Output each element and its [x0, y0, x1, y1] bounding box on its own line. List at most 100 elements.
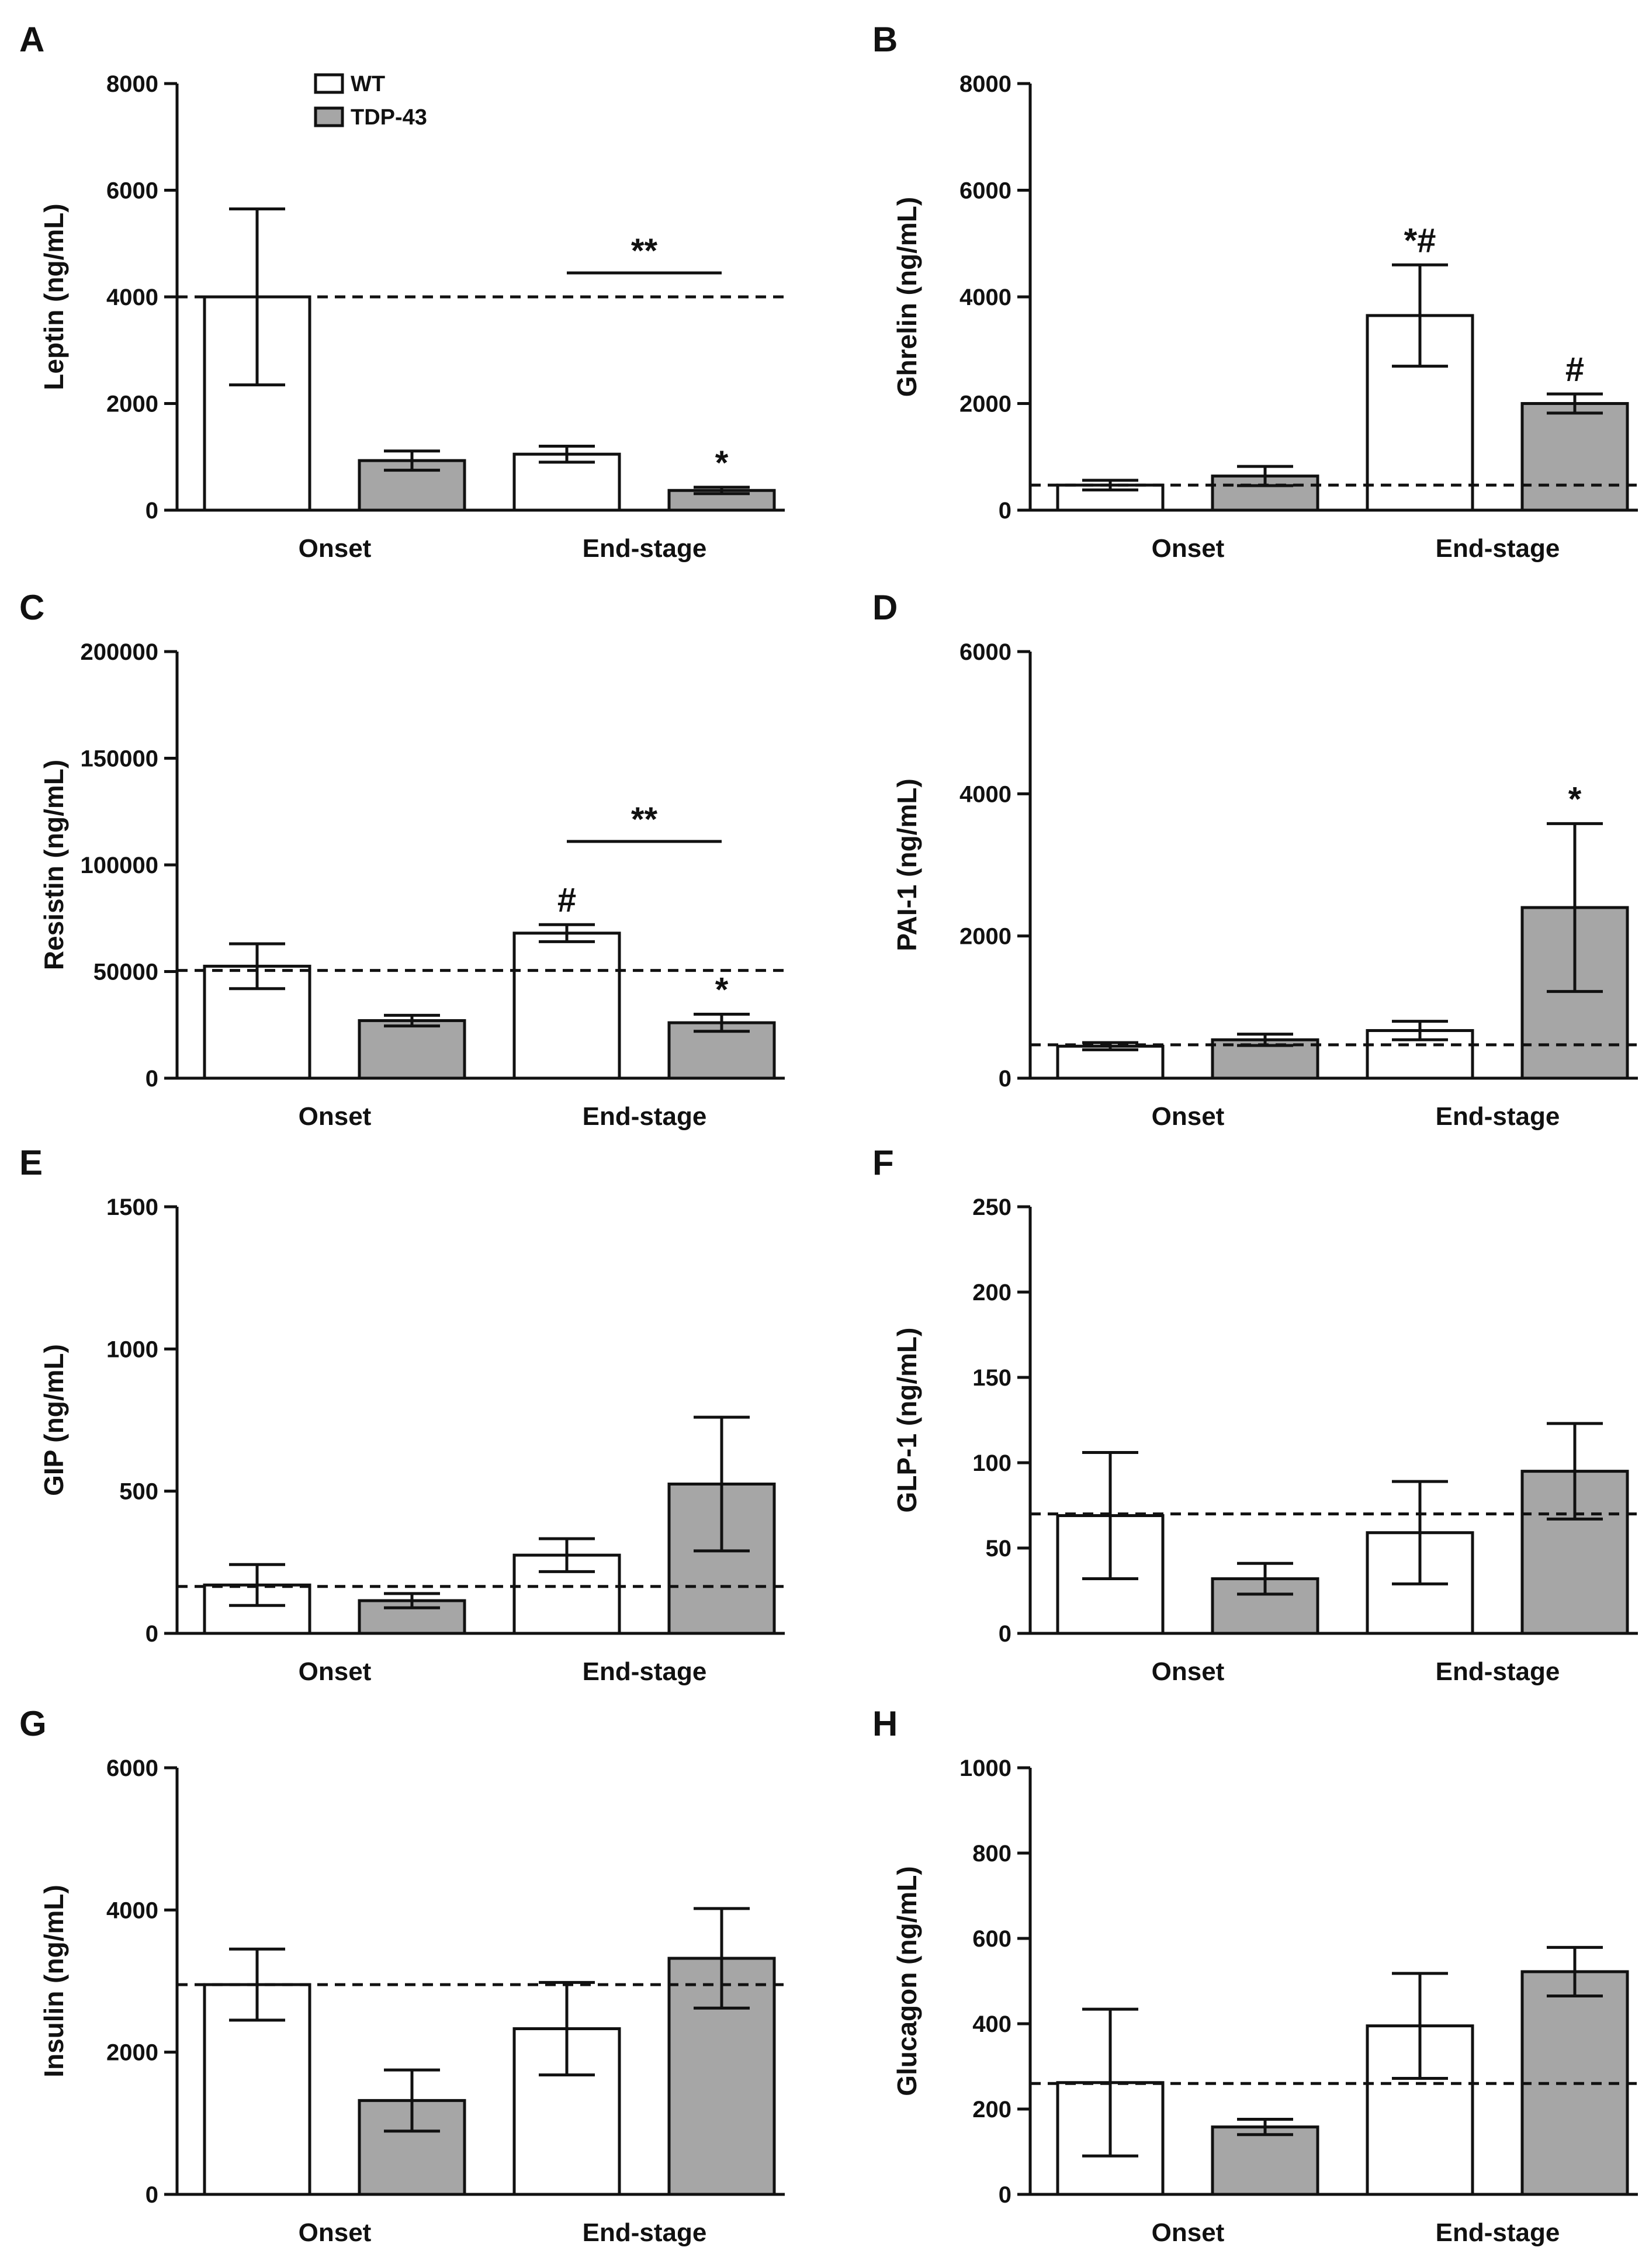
y-tick-label: 200: [972, 2097, 1011, 2122]
y-tick-label: 200000: [81, 639, 158, 665]
y-axis-title: Insulin (ng/mL): [39, 1885, 69, 2077]
y-tick-label: 6000: [106, 1755, 158, 1781]
comparison-bracket-label: **: [631, 232, 658, 270]
significance-mark: *#: [1404, 221, 1436, 259]
error-bar: [229, 942, 285, 991]
y-tick-label: 150: [972, 1365, 1011, 1391]
y-axis-title: Ghrelin (ng/mL): [892, 197, 922, 397]
bar-wt-end-stage: [512, 932, 621, 1080]
y-tick-label: 200: [972, 1280, 1011, 1306]
y-tick-label: 4000: [959, 781, 1011, 807]
y-axis-title: Glucagon (ng/mL): [892, 1866, 922, 2096]
category-label: End-stage: [1436, 1657, 1560, 1686]
category-label: End-stage: [583, 2218, 707, 2247]
y-tick-label: 600: [972, 1926, 1011, 1952]
significance-mark: *: [1568, 780, 1582, 818]
error-bar: [384, 2068, 440, 2133]
y-tick-label: 4000: [106, 285, 158, 310]
y-axis-title: GIP (ng/mL): [39, 1344, 69, 1496]
y-tick-label: 100000: [81, 853, 158, 878]
category-label: End-stage: [1436, 1102, 1560, 1131]
y-axis-title: Leptin (ng/mL): [39, 203, 69, 390]
error-bar: [694, 1415, 750, 1553]
legend-label: TDP-43: [351, 105, 427, 130]
y-axis-title: GLP-1 (ng/mL): [892, 1328, 922, 1513]
category-label: Onset: [299, 2218, 372, 2247]
chart-panel-h: H Glucagon (ng/mL) 0 200 400 600 800 1000 Onset E…: [872, 1704, 1638, 2247]
category-label: End-stage: [583, 1657, 707, 1686]
error-bar: [1547, 822, 1603, 993]
chart-panel-a: A Leptin (ng/mL) 0 2000 4000 6000 8000 Onset End…: [19, 20, 785, 563]
error-bar: [539, 1980, 595, 2077]
category-label: Onset: [299, 534, 372, 563]
chart-panel-g: G Insulin (ng/mL) 0 2000 4000 6000 Onset End-st…: [19, 1704, 785, 2247]
category-label: Onset: [299, 1657, 372, 1686]
chart-panel-f: F GLP-1 (ng/mL) 0 50 100 150 200 250 Onset End-st…: [872, 1143, 1638, 1686]
y-tick-label: 2000: [106, 392, 158, 417]
chart-panel-d: D PAI-1 (ng/mL) 0 2000 4000 6000 Onset End-stag…: [872, 588, 1638, 1131]
y-tick-label: 800: [972, 1841, 1011, 1867]
error-bar: [539, 445, 595, 464]
error-bar: [539, 923, 595, 943]
category-label: Onset: [1152, 1102, 1225, 1131]
panel-letter: B: [872, 20, 898, 59]
error-bar: [1547, 392, 1603, 415]
legend-swatch-tdp43: [314, 106, 344, 127]
error-bar: [1082, 1450, 1138, 1581]
y-tick-label: 4000: [106, 1897, 158, 1923]
category-label: Onset: [1152, 1657, 1225, 1686]
significance-mark: *: [715, 971, 729, 1009]
category-label: End-stage: [1436, 2218, 1560, 2247]
y-tick-label: 6000: [959, 639, 1011, 665]
chart-panel-c: C Resistin (ng/mL) 0 50000 100000 150000 20000…: [19, 588, 785, 1131]
error-bar: [1237, 2118, 1293, 2137]
y-axis-title: PAI-1 (ng/mL): [892, 778, 922, 951]
significance-mark: #: [1565, 351, 1584, 389]
error-bar: [1547, 1422, 1603, 1521]
bar-tdp43-onset: [358, 1019, 466, 1080]
legend-label: WT: [351, 72, 385, 96]
bar-tdp43-end-stage: [1520, 402, 1629, 512]
panel-letter: F: [872, 1143, 894, 1182]
panel-letter: A: [19, 20, 44, 59]
category-label: End-stage: [1436, 534, 1560, 563]
error-bar: [1237, 1561, 1293, 1596]
y-tick-label: 0: [146, 2182, 158, 2208]
y-tick-label: 1500: [106, 1194, 158, 1220]
y-tick-label: 2000: [959, 392, 1011, 417]
panel-letter: E: [19, 1143, 43, 1182]
y-tick-label: 2000: [106, 2040, 158, 2066]
error-bar: [1392, 1020, 1448, 1041]
error-bar: [1392, 263, 1448, 368]
category-label: Onset: [299, 1102, 372, 1131]
y-tick-label: 0: [999, 1066, 1011, 1092]
y-tick-label: 150000: [81, 746, 158, 772]
comparison-bracket-label: **: [631, 801, 658, 839]
error-bar: [1392, 1480, 1448, 1585]
y-axis-title: Resistin (ng/mL): [39, 760, 69, 970]
error-bar: [694, 1013, 750, 1033]
significance-mark: #: [557, 881, 576, 919]
panel-letter: G: [19, 1704, 47, 1743]
legend: WT TDP-43: [314, 72, 427, 130]
panel-letter: C: [19, 588, 44, 627]
y-tick-label: 0: [999, 498, 1011, 524]
chart-panel-b: B Ghrelin (ng/mL) 0 2000 4000 6000 8000 Onset En…: [872, 20, 1638, 563]
bar-tdp43-onset: [1211, 475, 1319, 512]
y-tick-label: 0: [146, 498, 158, 524]
y-tick-label: 0: [146, 1621, 158, 1647]
error-bar: [1547, 1945, 1603, 1998]
y-tick-label: 400: [972, 2011, 1011, 2037]
error-bar: [694, 486, 750, 496]
category-label: End-stage: [583, 534, 707, 563]
y-tick-label: 0: [999, 1621, 1011, 1647]
y-tick-label: 1000: [106, 1336, 158, 1362]
y-tick-label: 4000: [959, 285, 1011, 310]
panel-letter: D: [872, 588, 898, 627]
error-bar: [384, 1013, 440, 1028]
y-tick-label: 6000: [106, 178, 158, 204]
y-tick-label: 50000: [93, 960, 158, 985]
y-tick-label: 50: [986, 1536, 1012, 1561]
category-label: Onset: [1152, 534, 1225, 563]
